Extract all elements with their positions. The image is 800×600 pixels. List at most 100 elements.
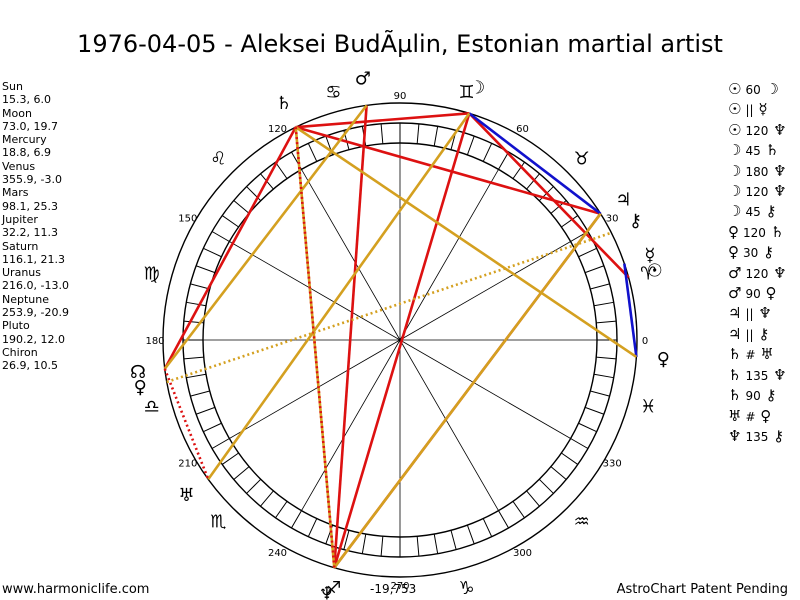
degree-tick (233, 200, 250, 214)
degree-tick (512, 501, 525, 519)
aspect-angle: || (745, 327, 754, 342)
degree-label: 210 (178, 459, 197, 470)
degree-label: 120 (268, 124, 287, 135)
planet-name: Uranus (2, 266, 41, 280)
planet-glyph-icon: ♄ (276, 93, 292, 114)
planet-position: 73.0, 19.7 (2, 119, 58, 133)
degree-label: 60 (516, 124, 529, 135)
aspect-angle: || (745, 307, 754, 322)
zodiac-sign-icon: ♎ (144, 397, 160, 418)
aspect-angle: # (745, 348, 756, 363)
degree-tick (186, 373, 207, 379)
degree-tick (275, 501, 288, 519)
degree-tick (343, 530, 350, 550)
degree-tick (584, 265, 605, 274)
aspect-line (332, 105, 368, 568)
planet-name: Venus (2, 159, 36, 173)
planet-position: 15.3, 6.0 (2, 93, 51, 107)
planet-name: Jupiter (2, 212, 38, 226)
aspect-line (333, 212, 602, 569)
aspect-angle: # (745, 409, 756, 424)
aspect-planet-1: ☉ (728, 100, 742, 119)
aspect-planet-1: ☽ (728, 141, 742, 160)
degree-tick (190, 283, 210, 290)
house-spoke (399, 339, 499, 511)
house-spoke (399, 241, 571, 341)
degree-tick (570, 438, 589, 449)
aspect-angle: 30 (743, 246, 759, 261)
aspect-line (207, 112, 471, 481)
aspect-row: ♀ 30 ⚷ (728, 243, 787, 263)
degree-tick (416, 123, 420, 144)
aspect-planet-1: ☽ (728, 161, 742, 180)
degree-tick (550, 466, 567, 480)
zodiac-sign-icon: ♏ (210, 512, 226, 533)
aspect-angle: 90 (745, 287, 761, 302)
degree-tick (380, 536, 384, 557)
degree-tick (433, 126, 439, 147)
degree-tick (291, 510, 302, 529)
degree-tick (482, 518, 493, 537)
planet-name: Pluto (2, 319, 30, 333)
aspect-planet-1: ♄ (728, 386, 742, 405)
aspect-planet-2: ♆ (768, 120, 787, 139)
website-link[interactable]: www.harmoniclife.com (2, 582, 150, 597)
aspect-angle: 45 (745, 205, 761, 220)
aspect-planet-2: ♆ (768, 182, 787, 201)
aspect-planet-1: ♄ (728, 345, 742, 364)
planet-name: Mars (2, 186, 29, 200)
aspect-row: ♄ 135 ♆ (728, 366, 787, 386)
degree-tick (466, 524, 475, 545)
chart-title: 1976-04-05 - Aleksei BudÃµlin, Estonian … (77, 30, 723, 58)
aspect-row: ☽ 45 ♄ (728, 141, 787, 161)
degree-label: 300 (513, 548, 532, 559)
degree-tick (203, 422, 222, 433)
degree-tick (482, 143, 493, 162)
aspect-planet-2: ⚷ (760, 386, 777, 405)
aspect-line (163, 126, 297, 370)
aspect-planet-2: ☿ (753, 100, 768, 119)
house-spoke (229, 241, 401, 341)
aspect-list: ☉ 60 ☽ ☉ || ☿ ☉ 120 ♆ ☽ 45 ♄ ☽ 180 ♆ ☽ 120 ♆ ☽ 45 ⚷ ♀ 1… (728, 80, 787, 447)
aspect-line-dotted (166, 231, 612, 384)
wheel-ring-0 (162, 102, 638, 578)
planet-position: 190.2, 12.0 (2, 332, 65, 346)
degree-tick (203, 247, 222, 258)
score-value: -19,753 (370, 582, 417, 596)
degree-label: 240 (268, 548, 287, 559)
aspect-planet-1: ♃ (728, 304, 742, 323)
aspect-planet-1: ♂ (728, 263, 742, 282)
planet-position: 32.2, 11.3 (2, 226, 58, 240)
aspect-line (333, 112, 471, 569)
planet-glyph-icon: ⚷ (629, 211, 642, 232)
planet-position: 18.8, 6.9 (2, 146, 51, 160)
planet-glyph-icon: ♂ (355, 69, 371, 90)
aspect-planet-1: ♅ (728, 406, 742, 425)
aspect-planet-2: ♀ (760, 284, 777, 303)
aspect-planet-2: ♅ (755, 345, 774, 364)
aspect-row: ♂ 120 ♆ (728, 264, 787, 284)
aspect-planet-2: ♆ (768, 161, 787, 180)
aspect-planet-2: ♀ (755, 406, 772, 425)
degree-tick (526, 173, 540, 190)
aspect-row: ♀ 120 ♄ (728, 223, 787, 243)
degree-tick (195, 265, 216, 274)
degree-tick (578, 247, 597, 258)
aspect-line-dotted (294, 127, 336, 568)
aspect-angle: 120 (745, 185, 769, 200)
aspect-lines (163, 104, 638, 569)
aspect-planet-2: ☽ (760, 80, 779, 98)
degree-tick (246, 478, 262, 494)
zodiac-sign-glyphs: ♈ ♉ ♊ ♋ ♌ ♍ ♎ ♏ ♐ ♑ ♒ ♓ (144, 82, 657, 599)
degree-label: 270 (390, 581, 409, 592)
house-spoke (301, 169, 401, 341)
house-spoke (399, 339, 571, 439)
degree-tick (590, 283, 610, 290)
zodiac-sign-icon: ♑ (458, 578, 474, 599)
aspect-angle: 180 (745, 164, 769, 179)
planet-position: 98.1, 25.3 (2, 199, 58, 213)
aspect-angle: 120 (745, 123, 769, 138)
aspect-planet-2: ⚷ (760, 202, 777, 221)
zodiac-sign-icon: ♌ (210, 148, 226, 169)
